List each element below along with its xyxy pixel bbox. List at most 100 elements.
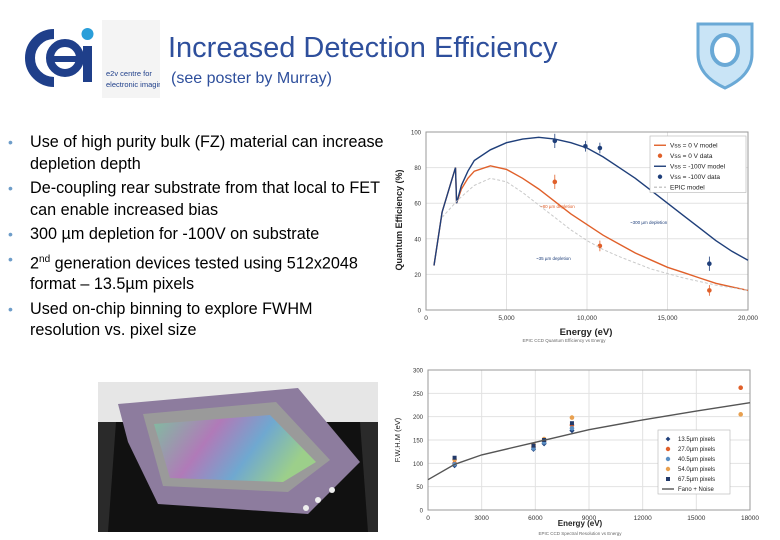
bullet-text: De-coupling rear substrate from that loc… <box>30 179 380 219</box>
point-vss-100v-data <box>552 138 558 144</box>
bullet-item: • 300 µm depletion for -100V on substrate <box>8 224 386 246</box>
ccd-device-photo <box>98 382 378 532</box>
x-tick-label: 6000 <box>528 515 543 522</box>
y-tick-label: 150 <box>413 439 424 445</box>
qe-annotation-300um: ~300 µm depletion <box>630 220 668 225</box>
point-67-5-m-pixels <box>531 443 536 448</box>
bullet-dot-icon: • <box>8 226 13 242</box>
point-40-5-m-pixels <box>569 426 575 431</box>
shield-icon <box>696 22 754 90</box>
series-line-fano-noise <box>427 402 751 481</box>
y-tick-label: 20 <box>414 273 421 279</box>
qe-annotation-35um: ~35 µm depletion <box>536 256 571 261</box>
legend-box <box>657 429 731 495</box>
y-tick-label: 60 <box>414 202 421 208</box>
point-27-0-m-pixels <box>738 385 743 391</box>
y-tick-label: 100 <box>413 462 424 468</box>
bullet-text-post: generation devices tested using 512x2048… <box>30 253 358 294</box>
bullet-text-pre: 300 <box>30 225 62 243</box>
fwhm-chart: 0 50 100 150 200 250 300 0 3000 6000 9000 12000 150… <box>390 360 775 538</box>
qe-annotation-80um: ~80 µm depletion <box>540 204 575 209</box>
bullet-item: • Used on-chip binning to explore FWHM re… <box>8 299 386 342</box>
qe-chart: 0 20 40 60 80 100 0 5,000 10,000 15,000 20,000 En… <box>390 122 775 344</box>
legend-label-54-0-m-pixels: 54.0µm pixels <box>678 467 715 473</box>
legend-label-fano-noise: Fano + Noise <box>678 487 715 493</box>
legend-label-40-5-m-pixels: 40.5µm pixels <box>678 457 715 463</box>
cei-logo: e2v centre for electronic imaging <box>20 20 166 98</box>
y-tick-label: 0 <box>420 509 424 515</box>
point-vss-0-v-data <box>597 243 603 249</box>
legend-swatch-27-0-m-pixels <box>665 446 671 452</box>
fwhm-legend: 13.5µm pixels 27.0µm pixels 40.5µm pixels 5… <box>657 429 731 495</box>
x-tick-label: 0 <box>426 515 430 522</box>
bullet-text-pre: 2 <box>30 253 40 272</box>
fwhm-caption: EPIC CCD Spectral Resolution vs Energy <box>538 531 622 536</box>
fwhm-y-tick-labels: 0 50 100 150 200 250 300 <box>413 369 424 515</box>
qe-series-group <box>433 133 749 296</box>
logo-line1: e2v centre for <box>106 69 152 78</box>
bullet-dot-icon: • <box>8 250 13 267</box>
legend-label-67-5-m-pixels: 67.5µm pixels <box>678 477 715 483</box>
legend-label-vss-0-v-data: Vss = 0 V data <box>670 153 713 160</box>
x-tick-label: 15000 <box>687 515 705 522</box>
qe-plot-frame <box>425 131 749 311</box>
y-tick-label: 200 <box>413 415 424 421</box>
bullet-dot-icon: • <box>8 300 13 317</box>
y-tick-label: 40 <box>414 237 421 243</box>
qe-y-axis-label: Quantum Efficiency (%) <box>394 169 404 270</box>
qe-y-tick-labels: 0 20 40 60 80 100 <box>411 131 422 315</box>
y-tick-label: 100 <box>411 131 422 137</box>
bullet-text-post2: m pixels <box>134 275 195 294</box>
point-vss-100v-data <box>707 261 712 267</box>
legend-swatch-40-5-m-pixels <box>665 456 671 462</box>
bullet-text-post: m depletion for -100V on substrate <box>70 225 320 243</box>
bullet-list: • Use of high purity bulk (FZ) material c… <box>8 132 386 345</box>
cei-logo-graphic: e2v centre for electronic imaging <box>25 20 166 98</box>
bullet-item: • De-coupling rear substrate from that lo… <box>8 178 386 221</box>
x-tick-label: 0 <box>424 315 428 322</box>
fwhm-series-group <box>427 385 751 481</box>
point-vss-0-v-data <box>707 288 712 293</box>
qe-x-axis-label: Energy (eV) <box>560 327 613 338</box>
fwhm-x-axis-label: Energy (eV) <box>558 519 603 528</box>
point-67-5-m-pixels <box>569 421 574 426</box>
micro-symbol: µ <box>61 225 71 243</box>
logo-line2: electronic imaging <box>106 80 160 89</box>
point-vss-100v-data <box>583 143 588 149</box>
bullet-item: • Use of high purity bulk (FZ) material c… <box>8 132 386 175</box>
legend-label-vss-100v-data: Vss = -100V data <box>670 174 720 181</box>
x-tick-label: 5,000 <box>498 315 515 322</box>
legend-label-27-0-m-pixels: 27.0µm pixels <box>678 447 715 453</box>
legend-label-vss-0-v-model: Vss = 0 V model <box>670 142 718 149</box>
bullet-dot-icon: • <box>8 180 13 196</box>
series-line-epic-model <box>441 177 749 291</box>
point-54-0-m-pixels <box>569 415 575 420</box>
bullet-item: • 2nd generation devices tested using 512… <box>8 249 386 296</box>
legend-label-vss-100v-model: Vss = -100V model <box>670 163 726 170</box>
y-tick-label: 300 <box>413 369 424 375</box>
qe-x-tick-labels: 0 5,000 10,000 15,000 20,000 <box>424 315 758 322</box>
x-tick-label: 12000 <box>634 515 652 522</box>
legend-label-13-5-m-pixels: 13.5µm pixels <box>678 437 715 443</box>
bullet-text: Used on-chip binning to explore FWHM res… <box>30 299 313 340</box>
legend-label-epic-model: EPIC model <box>670 184 705 191</box>
y-tick-label: 0 <box>418 309 422 315</box>
legend-swatch-67-5-m-pixels <box>666 477 670 481</box>
qe-legend: Vss = 0 V model Vss = 0 V data Vss = -100V… <box>649 135 747 193</box>
legend-swatch-vss-0-v-data <box>657 153 663 158</box>
y-tick-label: 50 <box>416 485 423 491</box>
slide-title: Increased Detection Efficiency <box>168 32 558 64</box>
point-vss-100v-data <box>597 145 603 151</box>
fwhm-y-axis-label: F.W.H.M (eV) <box>393 417 402 462</box>
open-university-shield-icon <box>694 20 756 90</box>
x-tick-label: 20,000 <box>738 315 758 322</box>
qe-caption: EPIC CCD Quantum Efficiency vs Energy <box>523 338 607 343</box>
x-tick-label: 9000 <box>582 515 597 522</box>
fwhm-x-tick-labels: 0 3000 6000 9000 12000 15000 18000 <box>426 515 759 522</box>
micro-symbol: µ <box>125 275 135 294</box>
legend-swatch-13-5-m-pixels <box>665 436 671 442</box>
fwhm-plot-frame <box>427 369 751 511</box>
point-54-0-m-pixels <box>738 412 743 417</box>
superscript: nd <box>39 253 51 265</box>
legend-swatch-vss-100v-data <box>657 174 663 179</box>
